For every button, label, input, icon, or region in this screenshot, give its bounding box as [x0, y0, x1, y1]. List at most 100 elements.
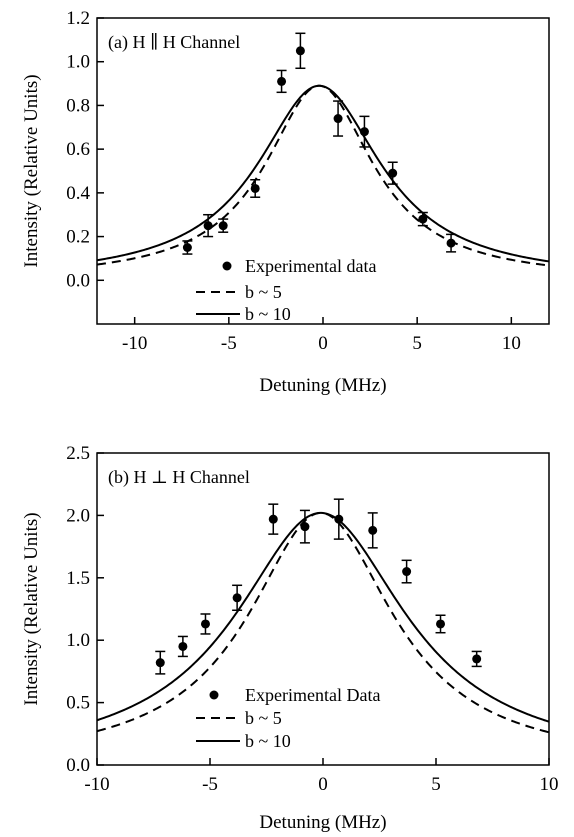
data-point [268, 503, 279, 535]
data-marker [268, 514, 278, 524]
data-point [401, 559, 412, 584]
y-tick-label: 0.8 [66, 95, 90, 116]
x-tick-label: -10 [122, 333, 147, 354]
x-tick-label: -5 [202, 774, 218, 795]
data-marker [182, 243, 192, 252]
legend-label-b5: b ~ 5 [245, 708, 282, 728]
data-marker [300, 522, 310, 532]
data-marker [218, 221, 228, 231]
data-point [203, 213, 214, 238]
y-axis-title: Intensity (Relative Units) [21, 74, 42, 267]
x-tick-label: -10 [84, 774, 109, 795]
chart-panel-b: 0.0 0.5 1.0 1.5 2.0 2.5 -10 -5 0 5 10 (b) H ⊥ H C… [21, 443, 559, 833]
y-tick-label: 0.0 [66, 270, 90, 291]
panel-label: (b) H ⊥ H Channel [108, 467, 250, 488]
data-marker [277, 76, 287, 86]
data-point [471, 650, 482, 668]
data-point [155, 650, 166, 675]
plot-frame [96, 452, 550, 766]
fit-curve-b5 [96, 84, 550, 267]
fit-curves [96, 511, 550, 734]
y-axis-ticks: 0.0 0.2 0.4 0.6 0.8 1.0 1.2 [66, 8, 104, 291]
legend-label-b5: b ~ 5 [245, 282, 282, 302]
fit-curve-b10 [96, 84, 550, 263]
x-tick-label: -5 [221, 333, 237, 354]
y-tick-label: 2.5 [66, 443, 90, 464]
data-marker [388, 168, 398, 178]
data-point [299, 509, 310, 544]
data-marker [200, 619, 210, 629]
y-tick-label: 0.6 [66, 139, 90, 160]
data-marker [203, 221, 213, 231]
x-tick-label: 5 [412, 333, 422, 354]
legend-marker-experimental [222, 261, 232, 271]
y-tick-label: 0.5 [66, 693, 90, 714]
x-tick-label: 10 [502, 333, 521, 354]
data-point [387, 161, 398, 185]
fit-curve-b10 [96, 511, 550, 723]
data-point [276, 69, 287, 94]
y-tick-label: 0.0 [66, 755, 90, 776]
data-point [333, 498, 344, 540]
data-point [435, 614, 446, 634]
plot-frame [96, 17, 550, 325]
x-tick-label: 0 [318, 333, 328, 354]
fit-curve-b5 [96, 511, 550, 734]
x-tick-label: 0 [318, 774, 328, 795]
x-axis-title: Detuning (MHz) [259, 812, 386, 833]
legend-label-experimental: Experimental data [245, 256, 376, 276]
y-tick-label: 1.2 [66, 8, 90, 29]
y-tick-label: 0.2 [66, 227, 90, 248]
data-point [182, 240, 193, 255]
data-point [177, 635, 188, 658]
y-axis-title: Intensity (Relative Units) [21, 512, 42, 705]
y-tick-label: 1.0 [66, 52, 90, 73]
legend-label-b10: b ~ 10 [245, 731, 291, 751]
data-marker [418, 214, 428, 224]
data-marker [333, 114, 343, 124]
data-point [359, 115, 370, 148]
data-marker [334, 514, 344, 524]
x-axis-ticks: -10 -5 0 5 10 [122, 317, 521, 354]
data-marker [359, 127, 369, 137]
legend-label-experimental: Experimental Data [245, 685, 380, 705]
data-marker [446, 238, 456, 248]
data-point [417, 211, 428, 227]
data-point [218, 218, 229, 233]
y-tick-label: 2.0 [66, 505, 90, 526]
data-marker [250, 183, 260, 193]
data-point [295, 32, 306, 70]
data-marker [178, 641, 188, 651]
data-marker [155, 658, 165, 668]
data-marker [472, 654, 482, 664]
x-tick-label: 5 [431, 774, 441, 795]
legend-marker-experimental [209, 690, 219, 700]
data-points [155, 498, 482, 675]
data-point [200, 613, 211, 635]
x-axis-ticks: -10 -5 0 5 10 [84, 758, 559, 795]
data-marker [368, 525, 378, 535]
y-tick-label: 1.5 [66, 568, 90, 589]
legend: Experimental Data b ~ 5 b ~ 10 [196, 685, 380, 751]
x-tick-label: 10 [540, 774, 559, 795]
data-point [250, 178, 261, 198]
x-axis-title: Detuning (MHz) [259, 375, 386, 396]
data-marker [436, 619, 446, 629]
data-marker [295, 46, 305, 56]
data-marker [402, 567, 412, 577]
legend-label-b10: b ~ 10 [245, 304, 291, 324]
data-point [367, 512, 378, 549]
fit-curves [96, 84, 550, 267]
data-point [446, 233, 457, 253]
chart-panel-a: 0.0 0.2 0.4 0.6 0.8 1.0 1.2 -10 -5 0 5 10 (a) H ∥ … [21, 8, 550, 396]
data-points [182, 32, 457, 255]
y-tick-label: 1.0 [66, 630, 90, 651]
data-point [333, 100, 344, 137]
data-point [232, 584, 243, 611]
data-marker [232, 593, 242, 603]
panel-label: (a) H ∥ H Channel [108, 32, 240, 53]
y-tick-label: 0.4 [66, 183, 90, 204]
y-axis-ticks: 0.0 0.5 1.0 1.5 2.0 2.5 [66, 443, 104, 776]
legend: Experimental data b ~ 5 b ~ 10 [196, 256, 376, 324]
